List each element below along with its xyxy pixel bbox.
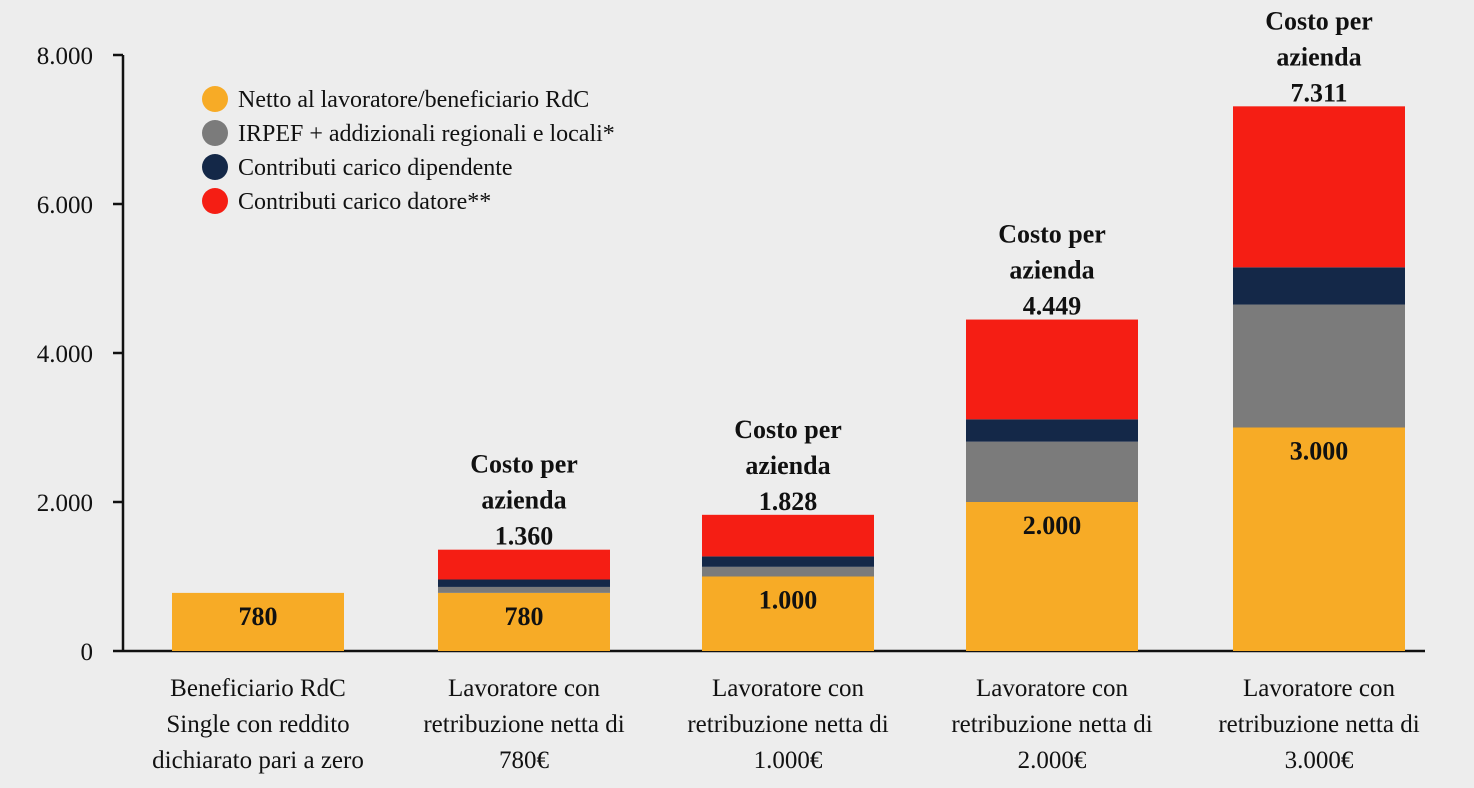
annotation-4-2: 7.311: [1290, 78, 1347, 107]
bar-segment-0-0: [172, 592, 344, 651]
bar-segment-1-2: [438, 579, 610, 587]
category-label-0-0: Beneficiario RdC: [170, 675, 346, 702]
annotation-2-1: azienda: [745, 451, 830, 480]
annotation-1-2: 1.360: [495, 522, 554, 551]
annotation-1-0: Costo per: [470, 450, 578, 479]
category-label-1-1: retribuzione netta di: [423, 711, 624, 738]
bar-segment-3-0: [966, 502, 1138, 651]
bar-segment-2-2: [702, 556, 874, 567]
category-label-3-0: Lavoratore con: [976, 675, 1129, 702]
legend-label-2: Contributi carico dipendente: [238, 155, 513, 181]
chart-labels: 780 Beneficiario RdC Single con reddito dic…: [152, 6, 1420, 774]
annotation-1-1: azienda: [481, 486, 566, 515]
category-label-0-1: Single con reddito: [166, 711, 349, 738]
annotation-3-1: azienda: [1009, 256, 1094, 285]
legend-marker-0: [202, 86, 228, 112]
y-tick-label-1: 2.000: [37, 490, 93, 517]
category-label-1-2: 780€: [499, 747, 550, 774]
bar-segment-2-3: [702, 514, 874, 557]
bar-value-label-2: 1.000: [759, 586, 818, 615]
category-label-0-2: dichiarato pari a zero: [152, 747, 364, 774]
annotation-4-0: Costo per: [1265, 6, 1373, 35]
legend-label-1: IRPEF + addizionali regionali e locali*: [238, 121, 615, 147]
bar-segment-3-3: [966, 319, 1138, 420]
bar-segment-4-1: [1233, 304, 1405, 428]
category-label-3-1: retribuzione netta di: [951, 711, 1152, 738]
bar-segment-1-3: [438, 549, 610, 580]
bar-segment-4-0: [1233, 427, 1405, 651]
bar-value-label-3: 2.000: [1023, 511, 1082, 540]
annotation-3-2: 4.449: [1023, 292, 1082, 321]
category-label-1-0: Lavoratore con: [448, 675, 601, 702]
bar-segment-1-1: [438, 586, 610, 593]
bar-segment-2-1: [702, 566, 874, 577]
y-tick-label-4: 8.000: [37, 43, 93, 70]
legend-marker-1: [202, 120, 228, 146]
annotation-2-2: 1.828: [759, 487, 818, 516]
legend-label-0: Netto al lavoratore/beneficiario RdC: [238, 87, 589, 113]
category-label-4-0: Lavoratore con: [1243, 675, 1396, 702]
y-tick-label-0: 0: [81, 639, 94, 666]
bar-value-label-0: 780: [239, 602, 278, 631]
bar-segment-3-2: [966, 419, 1138, 442]
annotation-4-1: azienda: [1276, 42, 1361, 71]
category-label-2-0: Lavoratore con: [712, 675, 865, 702]
bar-value-label-1: 780: [505, 602, 544, 631]
category-label-3-2: 2.000€: [1018, 747, 1087, 774]
bar-value-label-4: 3.000: [1290, 437, 1349, 466]
bar-segment-4-2: [1233, 267, 1405, 305]
category-label-2-1: retribuzione netta di: [687, 711, 888, 738]
category-label-4-1: retribuzione netta di: [1218, 711, 1419, 738]
bar-segment-2-0: [702, 576, 874, 651]
chart-bars: [172, 106, 1405, 651]
bar-segment-1-0: [438, 592, 610, 651]
annotation-3-0: Costo per: [998, 220, 1106, 249]
y-tick-label-3: 6.000: [37, 192, 93, 219]
legend-marker-3: [202, 188, 228, 214]
y-tick-label-2: 4.000: [37, 341, 93, 368]
legend-label-3: Contributi carico datore**: [238, 189, 491, 215]
chart-legend: Netto al lavoratore/beneficiario RdC IRPE…: [202, 86, 615, 215]
legend-marker-2: [202, 154, 228, 180]
annotation-2-0: Costo per: [734, 415, 842, 444]
category-label-2-2: 1.000€: [754, 747, 823, 774]
bar-segment-3-1: [966, 441, 1138, 502]
bar-segment-4-3: [1233, 106, 1405, 268]
category-label-4-2: 3.000€: [1285, 747, 1354, 774]
